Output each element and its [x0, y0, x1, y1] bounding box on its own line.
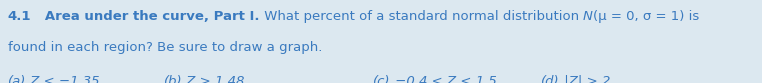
- Text: (a): (a): [8, 75, 26, 83]
- Text: What percent of a standard normal distribution: What percent of a standard normal distri…: [260, 10, 583, 23]
- Text: Z > 1.48: Z > 1.48: [182, 75, 245, 83]
- Text: Area under the curve, Part I.: Area under the curve, Part I.: [31, 10, 260, 23]
- Text: found in each region? Be sure to draw a graph.: found in each region? Be sure to draw a …: [8, 42, 322, 55]
- Text: Z < −1.35: Z < −1.35: [26, 75, 100, 83]
- Text: (b): (b): [164, 75, 182, 83]
- Text: (d): (d): [541, 75, 559, 83]
- Text: (μ = 0, σ = 1) is: (μ = 0, σ = 1) is: [593, 10, 699, 23]
- Text: (c): (c): [373, 75, 391, 83]
- Text: −0.4 < Z < 1.5: −0.4 < Z < 1.5: [391, 75, 497, 83]
- Text: |Z| > 2: |Z| > 2: [559, 75, 610, 83]
- Text: 4.1: 4.1: [8, 10, 31, 23]
- Text: N: N: [583, 10, 593, 23]
